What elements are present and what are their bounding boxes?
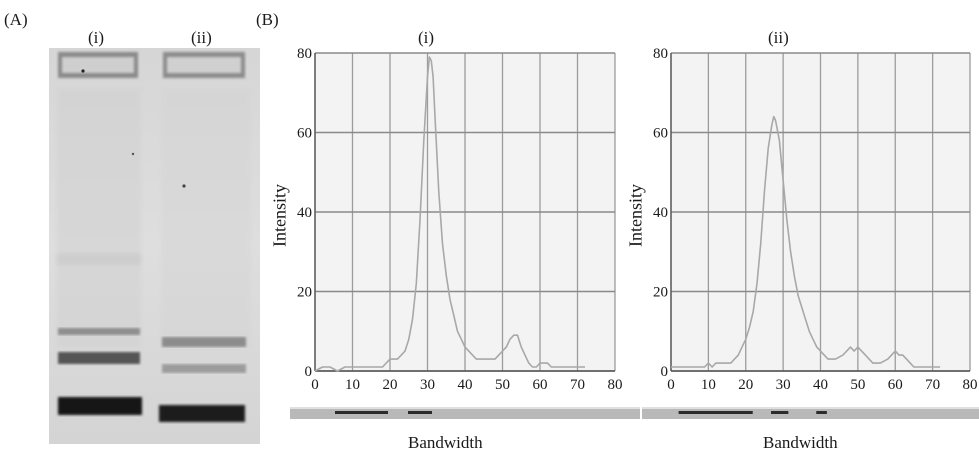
x-tick-label: 60 [888,377,903,393]
x-axis-label-i: Bandwidth [408,433,483,452]
gel-band [58,328,140,335]
x-tick-label: 60 [533,377,548,393]
y-tick-label: 40 [297,205,312,221]
x-tick-label: 30 [420,377,435,393]
panel-a-label: (A) [4,10,28,29]
x-tick-label: 30 [776,377,791,393]
series-line [671,115,941,368]
y-tick-label: 0 [305,364,313,380]
bandwidth-bar-highlight [290,407,640,409]
x-tick-label: 40 [813,377,828,393]
bandwidth-bar [290,407,640,419]
gel-band [159,405,245,422]
y-tick-label: 80 [297,46,312,62]
y-tick-label: 20 [297,285,312,301]
x-tick-label: 20 [738,377,753,393]
x-tick-label: 70 [925,377,940,393]
y-tick-label: 0 [661,364,669,380]
y-tick-label: 60 [297,126,312,142]
series-line [314,56,585,372]
panel-b-label: (B) [256,10,279,29]
gel-band [162,364,246,373]
bandwidth-band-segment [408,411,432,414]
x-tick-label: 0 [311,377,319,393]
x-tick-label: 50 [850,377,865,393]
bandwidth-band-segment [678,411,753,414]
x-tick-label: 80 [608,377,623,393]
x-tick-label: 80 [963,377,978,393]
x-tick-label: 20 [383,377,398,393]
bandwidth-band-segment [816,411,827,414]
x-tick-label: 70 [570,377,585,393]
bandwidth-band-segment [771,411,789,414]
x-tick-label: 40 [458,377,473,393]
gel-band [58,397,142,415]
chart-title-i: (i) [418,28,435,47]
gel-band [162,337,246,347]
x-tick-label: 10 [345,377,360,393]
y-tick-label: 40 [653,205,668,221]
x-tick-label: 0 [667,377,675,393]
x-tick-label: 50 [495,377,510,393]
gel-image [49,48,260,444]
bandwidth-band-segment [335,411,388,414]
bandwidth-bar [642,407,979,419]
x-tick-label: 10 [701,377,716,393]
x-axis-label-ii: Bandwidth [763,433,838,452]
lane-label-ii: (ii) [191,28,212,47]
y-tick-label: 60 [653,126,668,142]
lane-label-i: (i) [88,28,105,47]
gel-band [58,352,140,364]
y-tick-label: 20 [653,285,668,301]
y-tick-label: 80 [653,46,668,62]
bandwidth-bar-highlight [642,407,979,409]
chart-title-ii: (ii) [768,28,789,47]
